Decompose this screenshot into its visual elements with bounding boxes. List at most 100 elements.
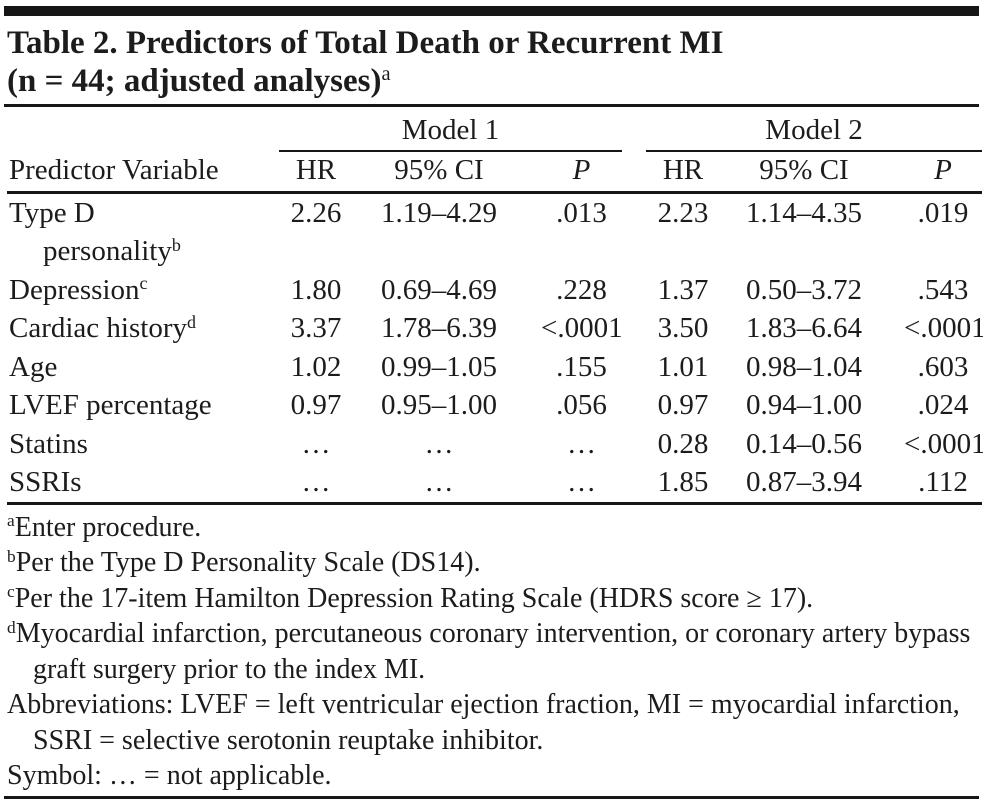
row-label: Statins bbox=[9, 427, 88, 460]
spacer-cell bbox=[622, 386, 646, 425]
footnote-text: Symbol: … = not applicable. bbox=[7, 760, 332, 791]
footnote-b: bPer the Type D Personality Scale (DS14)… bbox=[7, 545, 979, 581]
cell-m1-hr: … bbox=[279, 463, 353, 505]
cell-m2-ci: 0.87–3.94 bbox=[720, 463, 889, 505]
model2-header: Model 2 bbox=[646, 107, 983, 152]
spacer-cell bbox=[622, 309, 646, 348]
spacer-cell bbox=[622, 271, 646, 310]
table-title-line2: (n = 44; adjusted analyses) bbox=[7, 63, 382, 99]
cell-m1-hr: 1.02 bbox=[290, 350, 342, 383]
top-rule bbox=[4, 6, 979, 16]
cell-m2-hr: 0.28 bbox=[657, 427, 709, 460]
cell-m2-hr: 0.97 bbox=[657, 389, 709, 421]
cell-m2-hr: 1.85 bbox=[646, 463, 721, 505]
cell-m2-hr: 3.50 bbox=[657, 312, 709, 344]
cell-m1-p: .155 bbox=[556, 350, 607, 383]
footnote-marker: c bbox=[7, 582, 15, 602]
model-header-row: Model 1 Model 2 bbox=[7, 107, 983, 152]
cell-m2-p: .112 bbox=[888, 463, 983, 505]
table-row-age: Age 1.02 0.99–1.05 .155 1.01 0.98–1.04 .… bbox=[7, 348, 982, 387]
footnote-marker: d bbox=[7, 617, 16, 637]
cell-m1-ci: 0.95–1.00 bbox=[381, 389, 497, 421]
cell-m2-hr: 2.23 bbox=[657, 196, 709, 229]
spacer-cell bbox=[622, 425, 646, 464]
footnote-text: Myocardial infarction, percutaneous coro… bbox=[15, 618, 971, 685]
footnote-d: dMyocardial infarction, percutaneous cor… bbox=[7, 616, 979, 687]
row-label: Age bbox=[9, 350, 58, 383]
table-row-cardiac-history: Cardiac historyd 3.37 1.78–6.39 <.0001 3… bbox=[7, 309, 983, 348]
cell-m2-ci: 0.94–1.00 bbox=[746, 389, 863, 421]
column-header-row: Predictor Variable HR 95% CI P HR 95% CI… bbox=[7, 151, 983, 194]
cell-m1-hr: 1.80 bbox=[290, 273, 342, 306]
cell-m2-ci: 0.50–3.72 bbox=[746, 273, 863, 306]
row-label-line2: personalityb bbox=[43, 234, 181, 267]
m1-ci-column-header: 95% CI bbox=[353, 151, 525, 194]
results-table: Model 1 Model 2 Predictor Variable HR 95… bbox=[7, 107, 983, 505]
cell-m1-p: .013 bbox=[556, 196, 607, 229]
cell-m1-hr: … bbox=[301, 427, 331, 460]
footnote-marker: a bbox=[7, 511, 15, 531]
m1-p-column-header: P bbox=[525, 151, 623, 194]
footnote-marker: b bbox=[171, 234, 181, 255]
row-label: Depressionc bbox=[9, 273, 148, 306]
table-row-depression: Depressionc 1.80 0.69–4.69 .228 1.37 0.5… bbox=[7, 271, 982, 310]
table-row-type-d-personality: Type D personalityb 2.26 1.19–4.29 .013 … bbox=[7, 192, 982, 271]
row-label: SSRIs bbox=[7, 463, 279, 505]
table-row-ssris: SSRIs … … … 1.85 0.87–3.94 .112 bbox=[7, 463, 983, 505]
predictor-column-header: Predictor Variable bbox=[7, 151, 279, 194]
cell-m1-ci: 0.99–1.05 bbox=[381, 350, 497, 383]
footnote-text: Enter procedure. bbox=[14, 511, 202, 543]
cell-m1-hr: 3.37 bbox=[290, 312, 342, 344]
cell-m1-p: .056 bbox=[556, 389, 607, 421]
cell-m2-ci: 1.14–4.35 bbox=[746, 196, 863, 229]
m2-ci-column-header: 95% CI bbox=[720, 151, 889, 194]
footnotes-block: aEnter procedure. bPer the Type D Person… bbox=[7, 510, 979, 794]
cell-m1-p: … bbox=[525, 463, 623, 505]
cell-m1-ci: … bbox=[424, 427, 454, 460]
cell-m2-p: .019 bbox=[917, 196, 969, 229]
cell-m1-ci: 0.69–4.69 bbox=[381, 273, 497, 306]
cell-m1-p: … bbox=[567, 427, 596, 460]
cell-m1-ci: … bbox=[353, 463, 525, 505]
footnote-text: Per the 17-item Hamilton Depression Rati… bbox=[14, 582, 814, 614]
table-title-line1: Table 2. Predictors of Total Death or Re… bbox=[7, 25, 724, 61]
footnote-text: Per the Type D Personality Scale (DS14). bbox=[15, 547, 481, 578]
cell-m2-ci: 0.98–1.04 bbox=[746, 350, 863, 383]
row-label: LVEF percentage bbox=[9, 389, 212, 421]
title-rule bbox=[4, 104, 979, 107]
title-footnote-marker: a bbox=[381, 63, 391, 86]
model1-header: Model 1 bbox=[279, 107, 623, 152]
footnote-marker: b bbox=[7, 546, 16, 566]
cell-m2-p: .543 bbox=[917, 273, 969, 306]
cell-m1-hr: 2.26 bbox=[290, 196, 342, 229]
spacer-cell bbox=[622, 348, 646, 387]
cell-m1-ci: 1.78–6.39 bbox=[381, 312, 497, 344]
cell-m1-ci: 1.19–4.29 bbox=[381, 196, 497, 229]
cell-m2-hr: 1.37 bbox=[657, 273, 709, 306]
cell-m2-p: .024 bbox=[917, 389, 969, 421]
cell-m1-hr: 0.97 bbox=[290, 389, 342, 421]
row-label: Type D personalityb bbox=[7, 192, 279, 271]
cell-m1-p: .228 bbox=[556, 273, 607, 306]
footnote-marker: d bbox=[186, 311, 196, 332]
table-row-lvef-percentage: LVEF percentage 0.97 0.95–1.00 .056 0.97… bbox=[7, 386, 982, 425]
cell-m2-p: <.0001 bbox=[904, 312, 983, 344]
spacer-cell bbox=[622, 151, 647, 194]
spacer-cell bbox=[622, 192, 646, 271]
m2-p-column-header: P bbox=[888, 151, 983, 194]
footnote-c: cPer the 17-item Hamilton Depression Rat… bbox=[7, 581, 979, 617]
spacer-cell bbox=[7, 107, 279, 151]
bottom-rule bbox=[4, 795, 979, 799]
m1-hr-column-header: HR bbox=[279, 151, 353, 194]
cell-m2-hr: 1.01 bbox=[657, 350, 709, 383]
cell-m2-p: <.0001 bbox=[904, 427, 983, 460]
footnote-symbol: Symbol: … = not applicable. bbox=[7, 758, 979, 794]
m2-hr-column-header: HR bbox=[646, 151, 721, 194]
footnote-a: aEnter procedure. bbox=[7, 510, 979, 546]
spacer-cell bbox=[622, 107, 646, 151]
table-title: Table 2. Predictors of Total Death or Re… bbox=[7, 24, 979, 100]
footnote-abbreviations: Abbreviations: LVEF = left ventricular e… bbox=[7, 687, 979, 758]
cell-m2-ci: 1.83–6.64 bbox=[746, 312, 863, 344]
row-label-line1: Type D bbox=[9, 196, 95, 229]
